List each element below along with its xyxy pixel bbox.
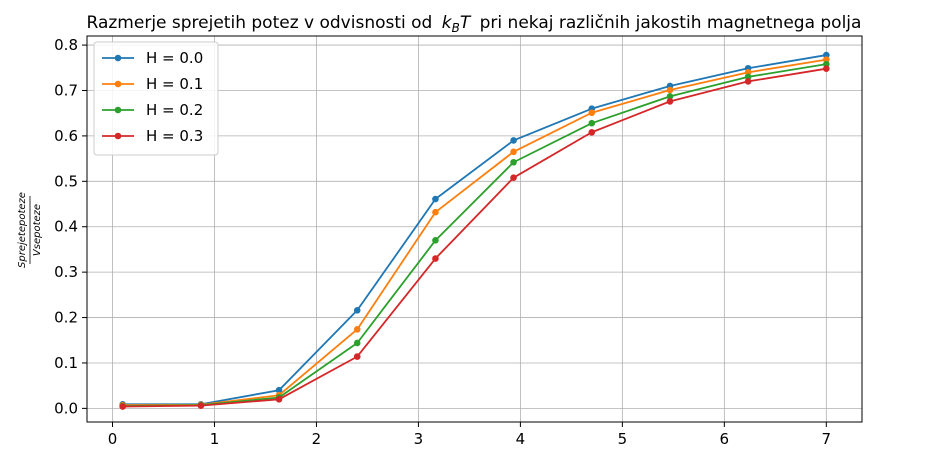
data-point — [432, 237, 439, 244]
series-layer — [119, 51, 830, 410]
plot-area-frame — [86, 35, 863, 423]
data-point — [744, 78, 752, 85]
chart-title-prefix: Razmerje sprejetih potez v odvisnosti od — [87, 13, 433, 33]
y-axis-label: Sprejetepoteze Vsepoteze — [17, 192, 43, 268]
data-point — [510, 137, 517, 144]
x-tick-label: 4 — [516, 430, 526, 448]
series-3 — [119, 65, 830, 410]
y-axis-label-denominator: Vsepoteze — [32, 204, 43, 256]
data-point — [353, 306, 361, 314]
series-line — [122, 67, 827, 408]
data-point — [275, 386, 283, 394]
x-tick-label: 5 — [618, 430, 628, 448]
chart-title-math-k: k — [442, 13, 453, 33]
data-point — [588, 119, 596, 127]
data-point — [432, 255, 439, 262]
data-point — [353, 339, 361, 347]
y-tick-label: 0.2 — [54, 309, 78, 327]
y-axis-label-numerator: Sprejetepoteze — [17, 192, 28, 268]
series-line — [122, 63, 827, 408]
x-tick-label: 7 — [822, 430, 832, 448]
axis-ticks: 0 1 2 3 4 5 6 7 0.0 0.1 0.2 0.3 0.4 0.5 0.6 0.7 0.8 — [54, 36, 831, 448]
chart-title-suffix: pri nekaj različnih jakostih magnetnega … — [480, 13, 862, 33]
data-point — [510, 148, 517, 156]
series-2 — [119, 60, 830, 410]
legend-swatch-marker — [114, 106, 122, 114]
y-tick-label: 0.6 — [54, 127, 78, 145]
data-point — [197, 402, 205, 409]
data-point — [823, 51, 830, 59]
legend-label: H = 0.1 — [146, 75, 203, 93]
data-point — [119, 403, 126, 410]
data-point — [588, 109, 596, 117]
data-point — [510, 174, 517, 181]
legend-entry: H = 0.2 — [102, 101, 203, 119]
legend-swatch-marker — [114, 132, 122, 140]
legend-box — [93, 41, 219, 156]
data-point — [588, 128, 596, 136]
data-point — [666, 98, 674, 105]
x-tick-label: 6 — [720, 430, 730, 448]
x-tick-label: 2 — [312, 430, 322, 448]
data-point — [666, 93, 674, 100]
data-point — [823, 60, 830, 68]
data-point — [823, 65, 830, 72]
y-tick-label: 0.4 — [54, 218, 78, 236]
x-tick-label: 0 — [108, 430, 118, 448]
legend-swatch-marker — [114, 54, 122, 62]
data-point — [432, 195, 439, 203]
data-point — [823, 56, 830, 63]
series-line — [122, 54, 827, 406]
data-point — [510, 158, 517, 166]
chart-title-math-sub: B — [452, 21, 460, 35]
data-point — [353, 353, 361, 360]
y-tick-label: 0.1 — [54, 354, 78, 372]
legend: H = 0.0 H = 0.1 H = 0.2 H = 0.3 — [93, 41, 219, 156]
legend-swatch-marker — [114, 80, 122, 88]
y-tick-label: 0.7 — [54, 81, 78, 99]
legend-entry: H = 0.3 — [102, 127, 203, 145]
data-point — [353, 326, 361, 333]
y-tick-label: 0.0 — [54, 399, 78, 417]
y-tick-label: 0.3 — [54, 263, 78, 281]
legend-entry: H = 0.0 — [102, 49, 203, 67]
chart-title: Razmerje sprejetih potez v odvisnosti od… — [87, 13, 862, 35]
chart-title-math-t: T — [460, 13, 472, 33]
data-point — [275, 395, 283, 403]
y-tick-label: 0.8 — [54, 36, 78, 54]
series-0 — [119, 51, 830, 408]
x-tick-label: 3 — [414, 430, 424, 448]
legend-label: H = 0.0 — [146, 49, 203, 67]
data-point — [432, 208, 439, 216]
data-point — [666, 86, 674, 94]
legend-label: H = 0.3 — [146, 127, 203, 145]
legend-entry: H = 0.1 — [102, 75, 203, 93]
series-1 — [119, 56, 830, 409]
y-tick-label: 0.5 — [54, 172, 78, 190]
data-point — [744, 73, 752, 81]
series-line — [122, 58, 827, 407]
legend-label: H = 0.2 — [146, 101, 203, 119]
x-tick-label: 1 — [210, 430, 220, 448]
data-point — [744, 69, 752, 76]
